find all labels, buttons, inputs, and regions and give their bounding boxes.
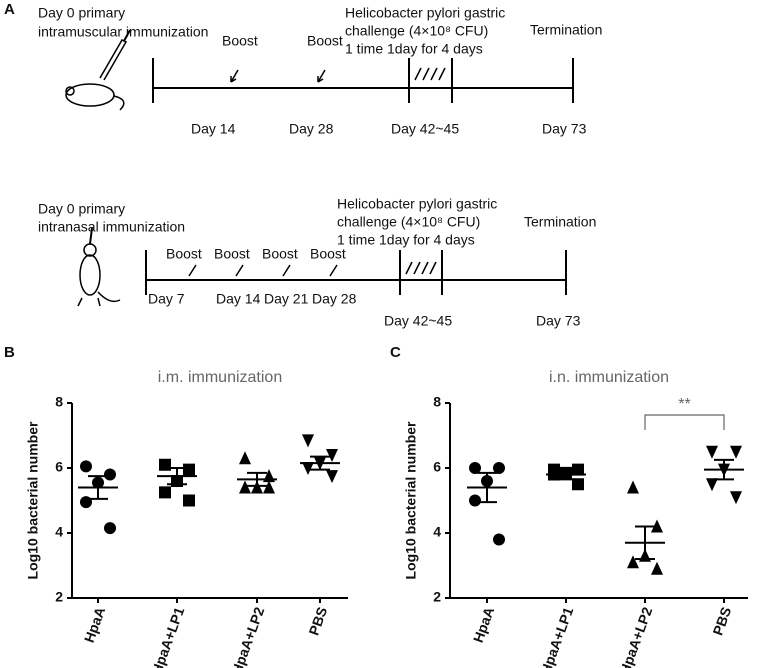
y-tick-label: 8 (433, 394, 441, 410)
point (572, 463, 584, 476)
point (493, 533, 505, 546)
timeline (145, 250, 567, 295)
error-bar (477, 471, 497, 504)
point (239, 480, 251, 494)
challenge-text: challenge (4×10⁸ CFU) (345, 23, 488, 39)
x-tick-label: PBS (305, 605, 330, 638)
point (80, 460, 92, 473)
point (493, 462, 505, 474)
y-tick-label: 6 (433, 459, 441, 475)
challenge-text: Helicobacter pylori gastric (345, 5, 505, 21)
panel-label: B (4, 344, 15, 361)
end-text: Termination (524, 214, 596, 230)
day: Day 73 (542, 121, 587, 137)
day: Day 7 (148, 291, 185, 307)
point (326, 470, 338, 484)
day: Day 21 (264, 291, 309, 307)
panel-label: A (4, 1, 15, 18)
start-text: Day 0 primary (38, 201, 125, 217)
chart-title: i.m. immunization (158, 369, 282, 386)
y-tick-label: 6 (55, 459, 63, 475)
x-tick-label: HpaA+LP2 (228, 605, 267, 668)
y-axis-label: Log10 bacterial number (403, 421, 419, 579)
boost: Boost (166, 246, 202, 262)
end-text: Termination (530, 22, 602, 38)
panel-a: A Day 0 primary intramuscular immunizati… (4, 1, 602, 329)
boost: Boost (307, 33, 343, 49)
x-tick-label: HpaA+LP1 (148, 605, 187, 668)
day: Day 42~45 (391, 121, 459, 137)
point (627, 480, 639, 494)
point (251, 480, 263, 494)
timeline (152, 58, 574, 103)
significance-label: ** (678, 396, 690, 413)
day: Day 14 (191, 121, 236, 137)
panel-label: C (390, 344, 401, 361)
point (627, 555, 639, 569)
challenge-text: challenge (4×10⁸ CFU) (337, 214, 480, 230)
boost: Boost (262, 246, 298, 262)
point (263, 480, 275, 494)
point (651, 561, 663, 575)
day: Day 28 (312, 291, 357, 307)
challenge-text: 1 time 1day for 4 days (345, 41, 483, 57)
point (730, 445, 742, 459)
chart-title: i.n. immunization (549, 369, 669, 386)
x-tick-label: HpaA (81, 605, 109, 645)
start-text: Day 0 primary (38, 5, 125, 21)
error-bar (88, 475, 108, 500)
point (104, 522, 116, 535)
start-text: intranasal immunization (38, 219, 185, 235)
error-bar (247, 471, 267, 487)
error-bar (310, 455, 330, 471)
point (183, 463, 195, 476)
challenge-text: 1 time 1day for 4 days (337, 232, 475, 248)
mouse-icon (65, 29, 131, 111)
significance-bracket (644, 414, 725, 430)
point (469, 462, 481, 474)
arrows (188, 261, 437, 277)
x-tick-label: HpaA+LP1 (537, 605, 576, 668)
y-axis-label: Log10 bacterial number (25, 421, 41, 579)
boost: Boost (222, 33, 258, 49)
y-tick-label: 4 (433, 524, 441, 540)
point (302, 462, 314, 475)
point (651, 519, 663, 533)
error-bar (635, 525, 655, 560)
error-bar (167, 467, 187, 486)
y-tick-label: 2 (433, 589, 441, 605)
day: Day 28 (289, 121, 334, 137)
x-tick-label: PBS (709, 605, 734, 638)
x-tick-label: HpaA+LP2 (616, 605, 655, 668)
start-text: intramuscular immunization (38, 24, 208, 40)
y-tick-label: 8 (55, 394, 63, 410)
y-tick-label: 2 (55, 589, 63, 605)
error-bar (556, 468, 576, 481)
boost: Boost (310, 246, 346, 262)
rat-icon (77, 227, 121, 307)
day: Day 42~45 (384, 313, 452, 329)
point (239, 451, 251, 465)
day: Day 73 (536, 313, 581, 329)
arrows (230, 67, 446, 83)
y-tick-label: 4 (55, 524, 63, 540)
point (183, 494, 195, 507)
point (104, 468, 116, 481)
point (706, 478, 718, 492)
day: Day 14 (216, 291, 261, 307)
point (159, 486, 171, 499)
boost: Boost (214, 246, 250, 262)
challenge-text: Helicobacter pylori gastric (337, 196, 497, 212)
point (326, 449, 338, 462)
point (469, 494, 481, 507)
point (706, 445, 718, 459)
charts: Bi.m. immunization Log10 bacterial number… (4, 344, 748, 668)
point (730, 491, 742, 505)
error-bar (714, 458, 734, 481)
point (302, 434, 314, 448)
point (572, 478, 584, 491)
x-tick-label: HpaA (470, 605, 498, 645)
